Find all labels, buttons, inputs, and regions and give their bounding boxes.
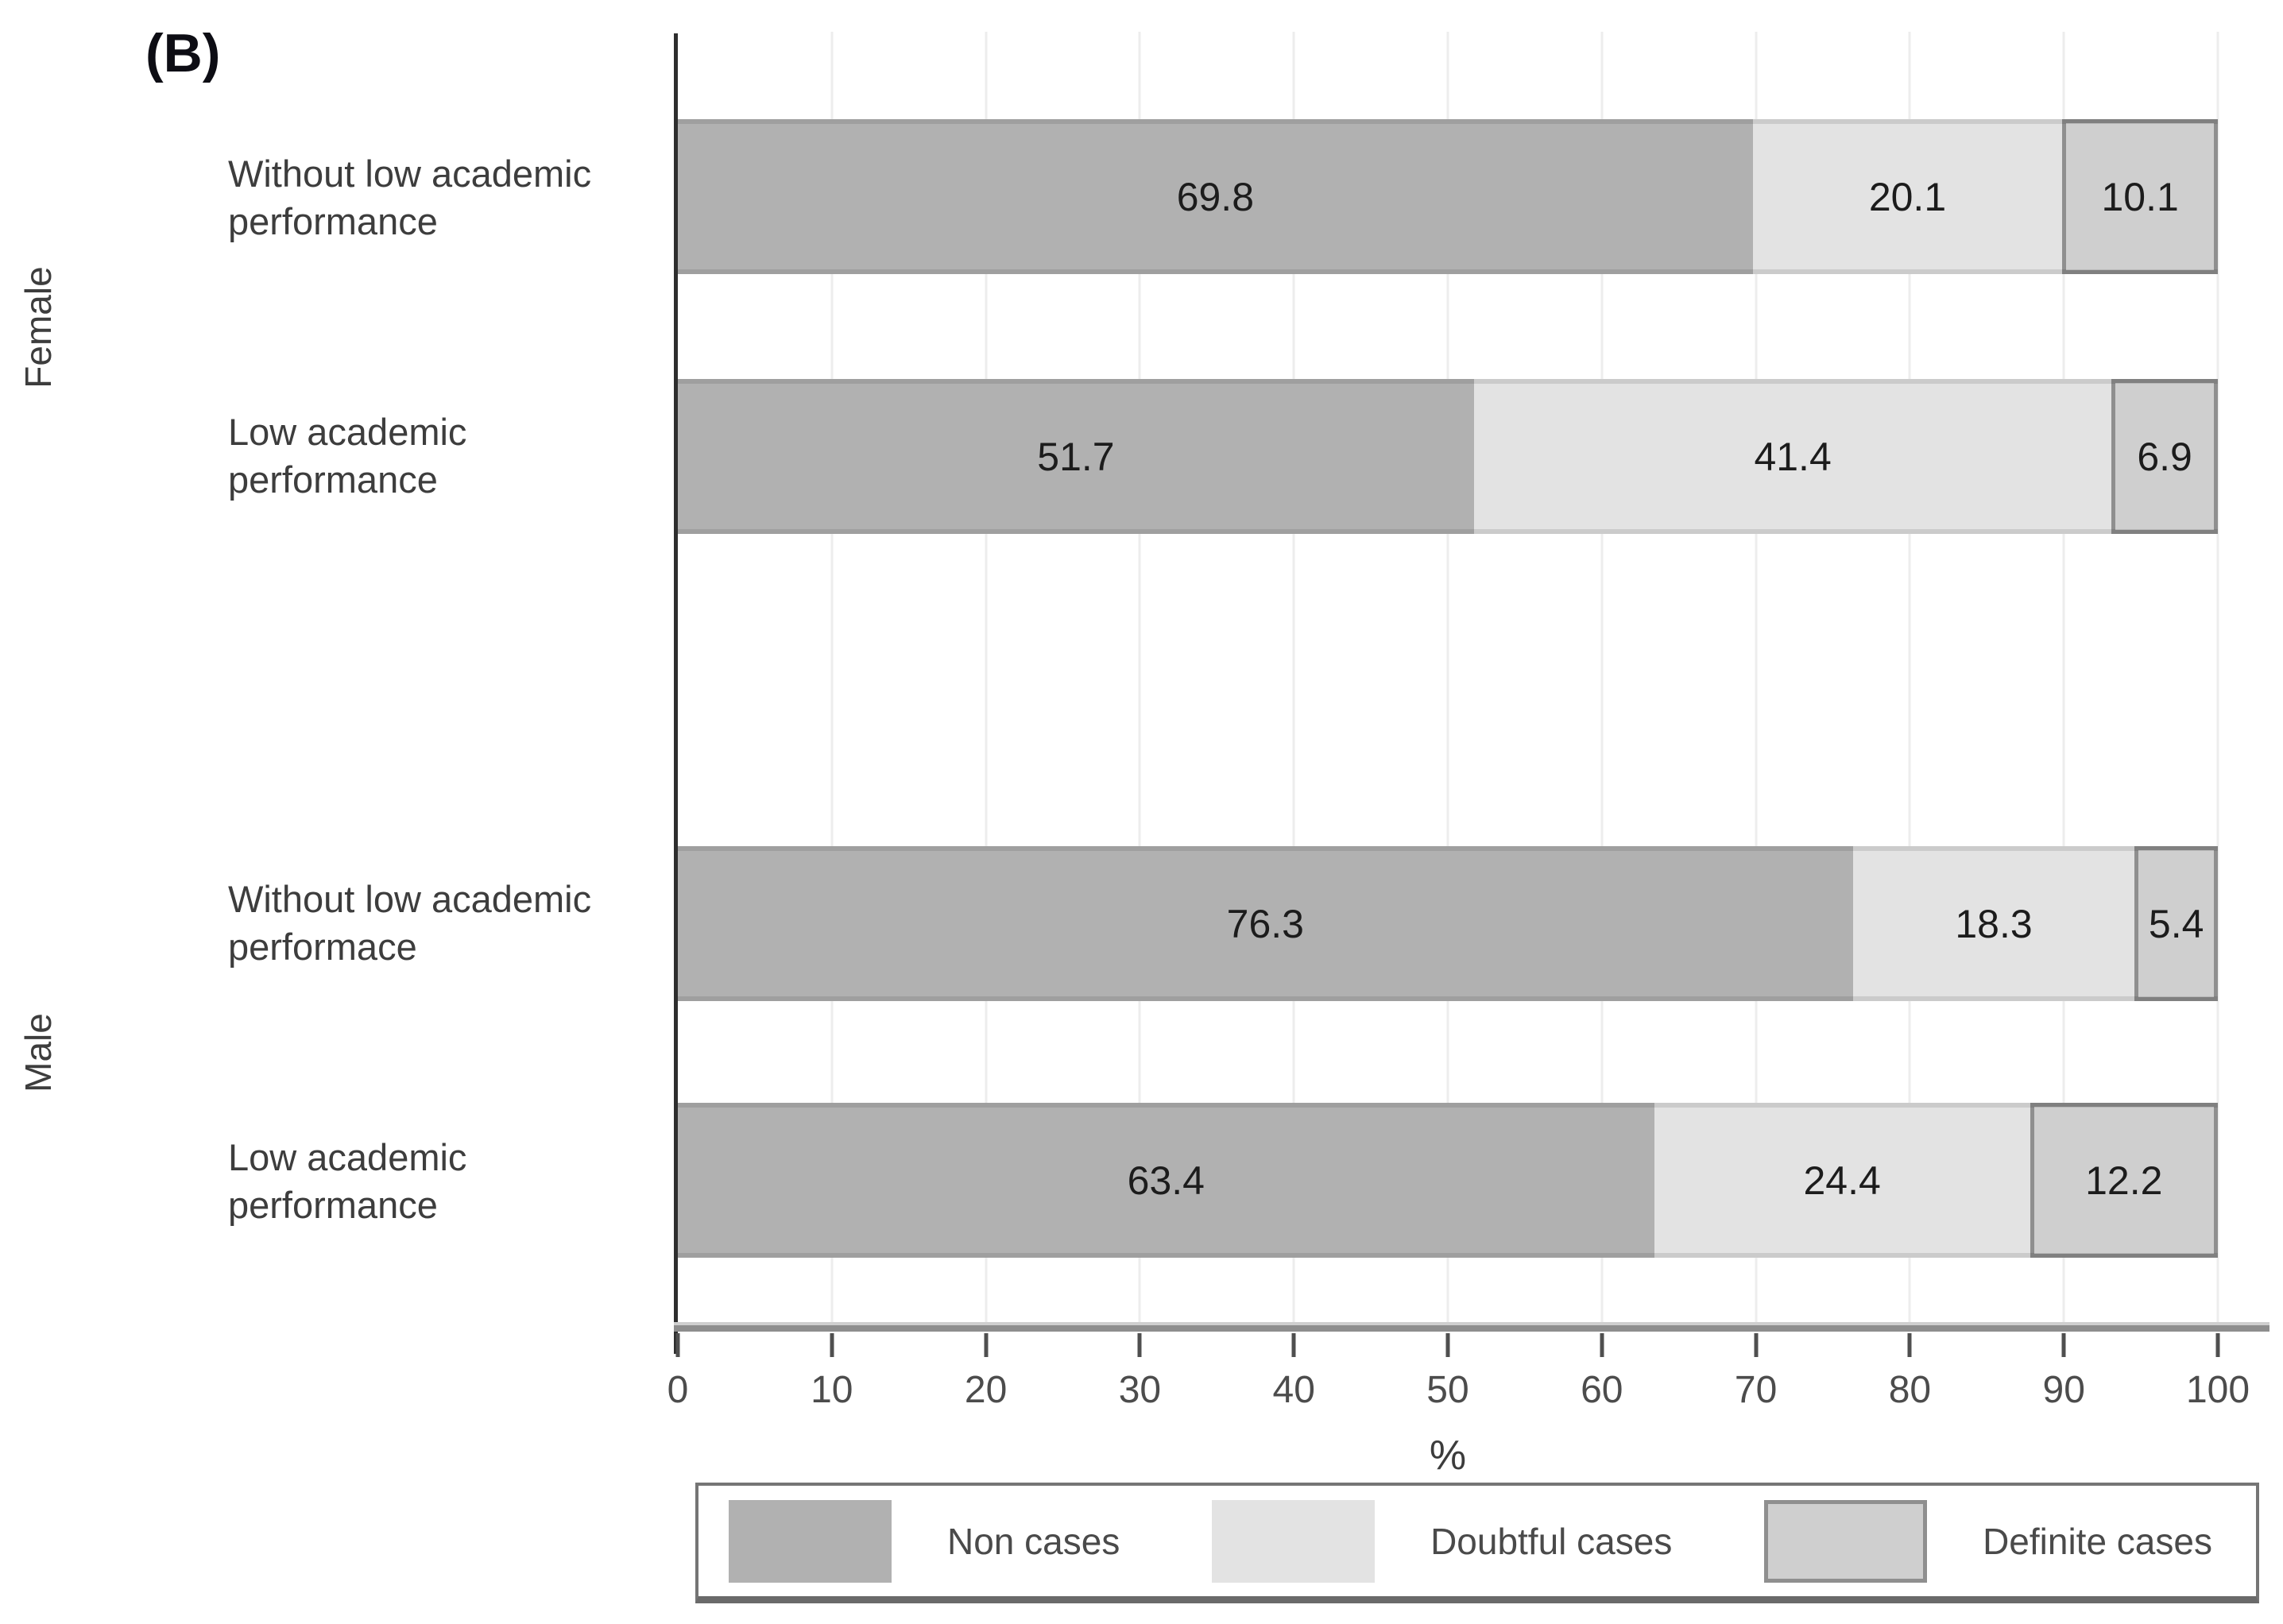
x-axis-tick-label: 30	[1118, 1369, 1162, 1411]
x-axis-tick-label: 100	[2185, 1369, 2250, 1411]
value-label: 20.1	[1868, 174, 1947, 219]
value-label: 41.4	[1754, 434, 1832, 479]
segment-doubtful-cases: 18.3	[1852, 846, 2135, 1001]
x-axis-tick-label: 70	[1734, 1369, 1778, 1411]
category-label-line: Without low academic	[228, 153, 592, 195]
gridline	[2062, 32, 2065, 1325]
x-axis-tick	[2061, 1333, 2066, 1357]
panel-label: (B)	[145, 23, 221, 83]
segment-non-cases: 69.8	[678, 119, 1753, 274]
category-label-female-low: Low academic performance	[228, 408, 673, 504]
legend-swatch-definite-cases	[1764, 1499, 1928, 1583]
group-label-male: Male	[17, 1013, 59, 1092]
x-axis-tick-label: 20	[964, 1369, 1008, 1411]
value-label: 63.4	[1127, 1158, 1205, 1203]
x-axis-tick	[1291, 1333, 1296, 1357]
gridline	[985, 32, 988, 1325]
x-axis-tick-label: 60	[1581, 1369, 1623, 1411]
category-label-line: performance	[228, 1184, 438, 1226]
legend-item-definite-cases: Definite cases	[1764, 1499, 2212, 1583]
plot-area: 69.8 20.1 10.1 51.7 41.4 6.9 76.3 18.3 5…	[667, 32, 2269, 1479]
legend: Non cases Doubtful cases Definite cases	[695, 1483, 2259, 1603]
value-label: 12.2	[2085, 1158, 2163, 1203]
bar-female-without-low-academic-performance: 69.8 20.1 10.1	[678, 119, 2218, 274]
segment-definite-cases: 10.1	[2062, 119, 2218, 274]
value-label: 18.3	[1955, 901, 2033, 946]
value-label: 6.9	[2137, 434, 2192, 479]
category-label-line: Low academic	[228, 1136, 467, 1178]
x-axis-tick-label: 90	[2042, 1369, 2085, 1411]
legend-label: Definite cases	[1983, 1520, 2212, 1562]
gridline	[1292, 32, 1295, 1325]
legend-swatch-non-cases	[729, 1499, 892, 1583]
gridline	[1908, 32, 1911, 1325]
category-label-line: Low academic	[228, 411, 467, 453]
value-label: 10.1	[2101, 174, 2179, 219]
category-label-female-without-low: Without low academic performance	[228, 150, 673, 246]
segment-definite-cases: 5.4	[2134, 846, 2218, 1001]
value-label: 69.8	[1176, 174, 1255, 219]
value-label: 24.4	[1803, 1158, 1881, 1203]
x-axis-tick	[2215, 1333, 2220, 1357]
category-label-line: performance	[228, 458, 438, 501]
segment-doubtful-cases: 24.4	[1654, 1103, 2030, 1258]
x-axis-tick	[1600, 1333, 1604, 1357]
legend-item-doubtful-cases: Doubtful cases	[1212, 1499, 1673, 1583]
legend-swatch-doubtful-cases	[1212, 1499, 1376, 1583]
x-axis-tick	[984, 1333, 989, 1357]
category-label-line: performace	[228, 926, 417, 968]
gridline	[1138, 32, 1141, 1325]
bar-female-low-academic-performance: 51.7 41.4 6.9	[678, 379, 2218, 534]
category-label-male-without-low: Without low academic performace	[228, 876, 673, 971]
segment-definite-cases: 12.2	[2030, 1103, 2218, 1258]
segment-doubtful-cases: 41.4	[1473, 379, 2112, 534]
y-axis-line	[674, 33, 678, 1354]
category-label-line: Without low academic	[228, 878, 592, 920]
value-label: 5.4	[2148, 901, 2204, 946]
legend-item-non-cases: Non cases	[729, 1499, 1120, 1583]
x-axis-tick-label: 80	[1888, 1369, 1932, 1411]
category-label-line: performance	[228, 200, 438, 242]
x-axis-tick	[675, 1333, 680, 1357]
legend-label: Non cases	[947, 1520, 1120, 1562]
value-label: 76.3	[1226, 901, 1304, 946]
x-axis-tick	[1754, 1333, 1759, 1357]
x-axis-title: %	[1429, 1433, 1467, 1479]
x-axis-tick-label: 50	[1426, 1369, 1469, 1411]
x-axis-tick-label: 10	[811, 1369, 853, 1411]
x-axis-tick	[830, 1333, 834, 1357]
bar-male-without-low-academic-performance: 76.3 18.3 5.4	[678, 846, 2218, 1001]
x-axis-line	[674, 1325, 2269, 1332]
x-axis-tick	[1445, 1333, 1450, 1357]
segment-non-cases: 51.7	[678, 379, 1474, 534]
segment-doubtful-cases: 20.1	[1752, 119, 2063, 274]
x-axis-tick	[1907, 1333, 1912, 1357]
legend-label: Doubtful cases	[1430, 1520, 1673, 1562]
x-axis-tick	[1137, 1333, 1142, 1357]
segment-non-cases: 76.3	[678, 846, 1853, 1001]
gridline	[2216, 32, 2219, 1325]
value-label: 51.7	[1037, 434, 1115, 479]
group-label-female: Female	[17, 266, 59, 389]
gridline	[1755, 32, 1758, 1325]
gridline	[1446, 32, 1449, 1325]
x-axis-tick-label: 0	[667, 1369, 689, 1411]
gridline	[830, 32, 834, 1325]
segment-definite-cases: 6.9	[2111, 379, 2218, 534]
x-axis-tick-label: 40	[1272, 1369, 1315, 1411]
category-label-male-low: Low academic performance	[228, 1134, 673, 1229]
gridline	[1600, 32, 1604, 1325]
segment-non-cases: 63.4	[678, 1103, 1654, 1258]
bar-male-low-academic-performance: 63.4 24.4 12.2	[678, 1103, 2218, 1258]
